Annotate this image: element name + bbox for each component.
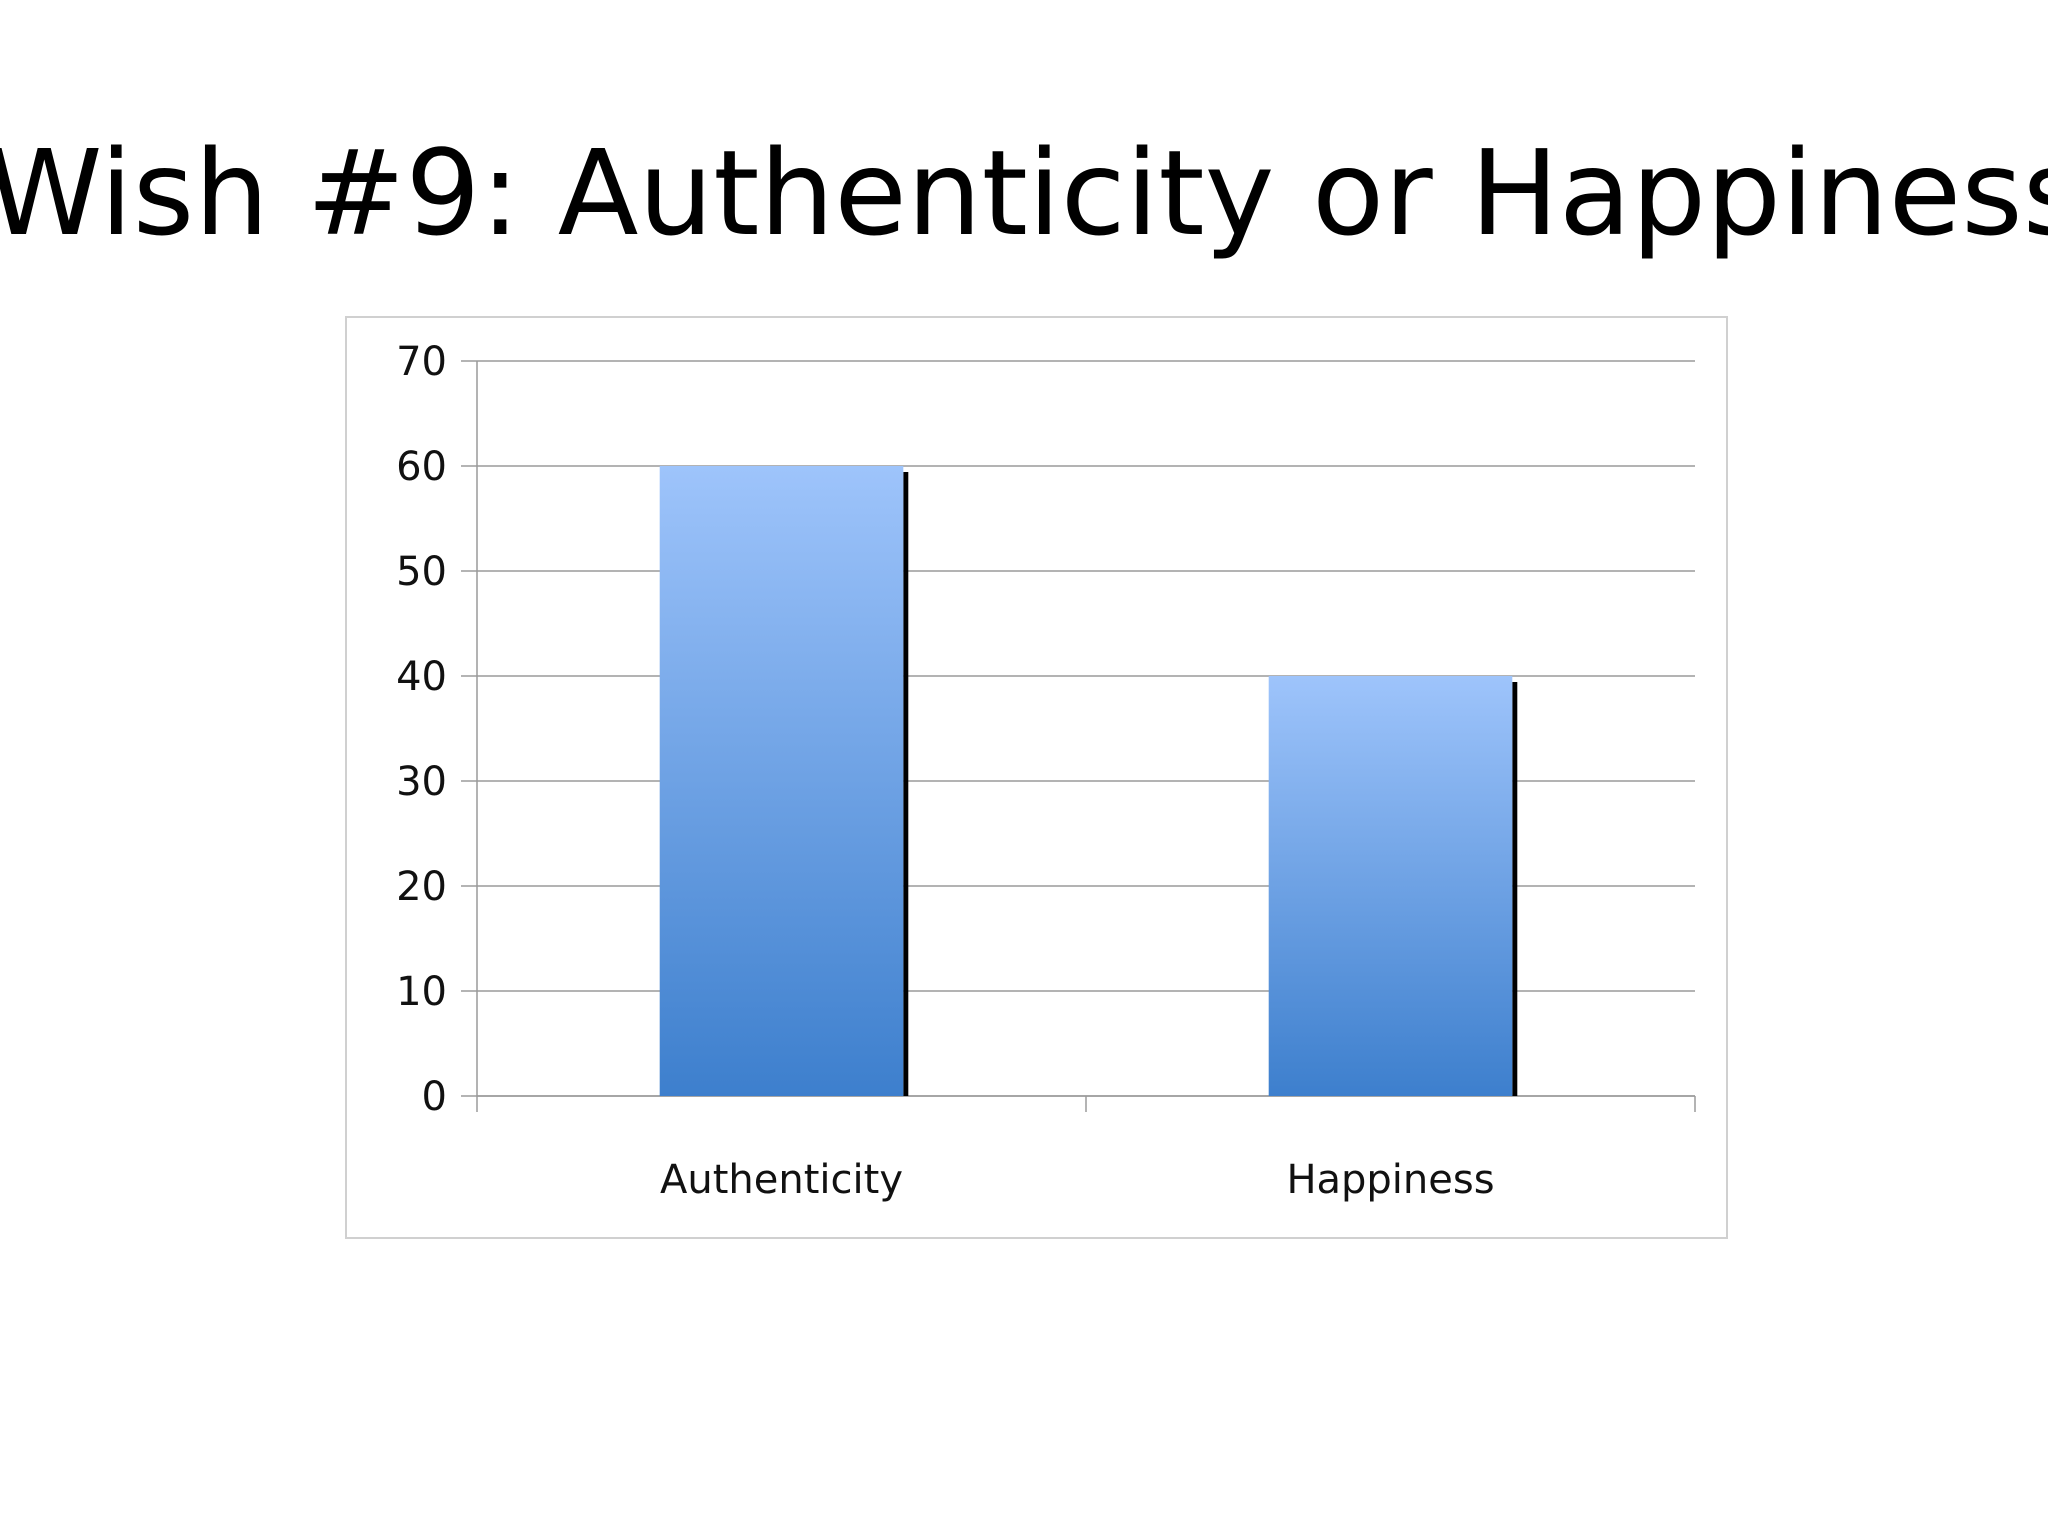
y-tick-label: 0 bbox=[422, 1074, 447, 1120]
y-tick-label: 30 bbox=[396, 759, 447, 805]
chart-title: Wish #9: Authenticity or Happiness bbox=[0, 124, 2048, 262]
y-tick-label: 10 bbox=[396, 969, 447, 1015]
chart-frame bbox=[345, 316, 1728, 1239]
y-tick-label: 50 bbox=[396, 549, 447, 595]
x-tick-label: Authenticity bbox=[660, 1157, 903, 1203]
bar-shadow bbox=[1512, 682, 1518, 1096]
y-tick-label: 60 bbox=[396, 444, 447, 490]
bar-shadow bbox=[903, 472, 909, 1096]
bar bbox=[1268, 676, 1513, 1096]
y-tick-label: 40 bbox=[396, 654, 447, 700]
x-tick-label: Happiness bbox=[1286, 1157, 1494, 1203]
bar bbox=[659, 466, 904, 1096]
y-tick-label: 70 bbox=[396, 339, 447, 385]
y-tick-label: 20 bbox=[396, 864, 447, 910]
